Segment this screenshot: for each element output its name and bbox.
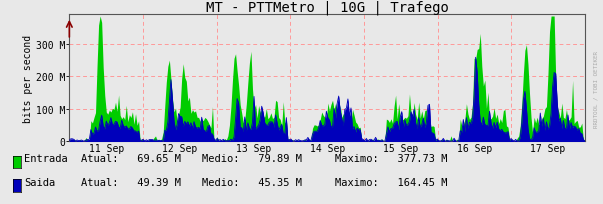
Y-axis label: bits per second: bits per second	[23, 35, 33, 122]
Text: Atual:   49.39 M: Atual: 49.39 M	[81, 178, 182, 187]
Title: MT - PTTMetro | 10G | Trafego: MT - PTTMetro | 10G | Trafego	[206, 0, 449, 15]
Text: Atual:   69.65 M: Atual: 69.65 M	[81, 153, 182, 163]
Text: Medio:   45.35 M: Medio: 45.35 M	[202, 178, 302, 187]
Text: Saida: Saida	[24, 178, 55, 187]
Text: Maximo:   377.73 M: Maximo: 377.73 M	[335, 153, 447, 163]
Text: RRDTOOL / TOBI OETIKER: RRDTOOL / TOBI OETIKER	[593, 51, 598, 128]
Text: Entrada: Entrada	[24, 153, 68, 163]
Text: Maximo:   164.45 M: Maximo: 164.45 M	[335, 178, 447, 187]
Text: Medio:   79.89 M: Medio: 79.89 M	[202, 153, 302, 163]
